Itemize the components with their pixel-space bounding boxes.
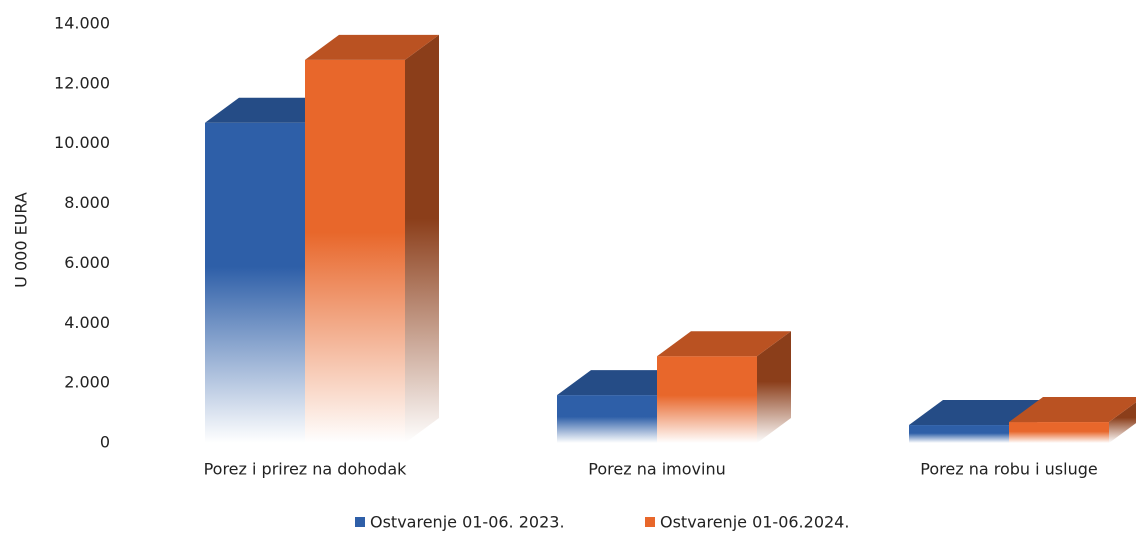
legend-swatch	[645, 517, 655, 527]
y-tick-label: 8.000	[64, 193, 110, 212]
bar	[657, 331, 791, 443]
y-tick-label: 10.000	[54, 133, 110, 152]
bar-front	[305, 59, 405, 444]
bar-front	[205, 122, 305, 443]
y-tick-label: 14.000	[54, 14, 110, 33]
y-tick-label: 2.000	[64, 373, 110, 392]
bar	[1009, 397, 1136, 443]
bar-front	[1009, 422, 1109, 443]
legend-swatch	[355, 517, 365, 527]
bar-top	[657, 331, 791, 357]
bar-top	[909, 400, 1043, 426]
y-tick-label: 12.000	[54, 73, 110, 92]
bar-side	[1109, 402, 1136, 443]
bar-top	[1009, 397, 1136, 423]
x-tick-label: Porez na robu i usluge	[920, 460, 1097, 479]
y-tick-label: 4.000	[64, 313, 110, 332]
legend-label: Ostvarenje 01-06. 2023.	[370, 513, 565, 532]
bar-front	[657, 356, 757, 443]
y-tick-label: 6.000	[64, 253, 110, 272]
bar-front	[557, 395, 657, 443]
legend-label: Ostvarenje 01-06.2024.	[660, 513, 849, 532]
x-tick-label: Porez na imovinu	[588, 460, 725, 479]
bar-front	[909, 425, 1009, 443]
bar-side	[405, 34, 439, 444]
y-axis-label: U 000 EURA	[12, 192, 31, 288]
y-tick-label: 0	[100, 433, 110, 452]
bar-top	[305, 34, 439, 60]
bar	[305, 34, 439, 444]
x-tick-label: Porez i prirez na dohodak	[204, 460, 408, 479]
bar-side	[757, 331, 791, 443]
